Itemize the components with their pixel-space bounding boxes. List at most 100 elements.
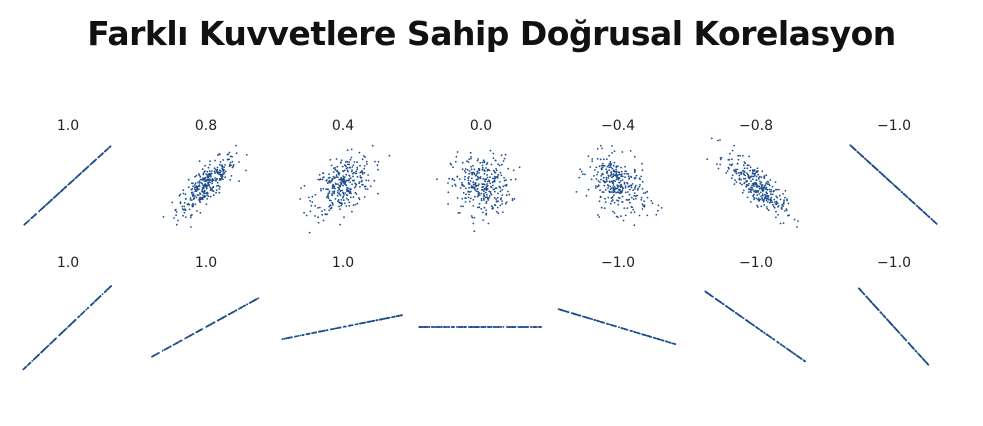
data-point: [634, 186, 636, 189]
data-point: [187, 202, 190, 205]
data-point: [230, 175, 233, 177]
data-point: [322, 219, 325, 222]
data-point: [557, 308, 560, 311]
data-point: [785, 209, 788, 212]
data-point: [468, 200, 471, 203]
data-point: [621, 201, 624, 203]
data-point: [197, 330, 199, 333]
data-point: [765, 206, 768, 208]
data-point: [706, 292, 709, 295]
data-point: [763, 185, 766, 188]
data-point: [607, 184, 610, 187]
data-point: [611, 167, 614, 170]
data-point: [766, 192, 768, 195]
data-point: [720, 158, 722, 161]
data-point: [752, 195, 754, 197]
data-point: [778, 188, 780, 191]
data-point: [761, 193, 764, 196]
data-point: [54, 338, 57, 340]
data-point: [322, 172, 325, 175]
data-point: [209, 195, 212, 198]
data-point: [637, 332, 639, 334]
data-point: [418, 326, 421, 328]
data-point: [353, 186, 356, 189]
data-point: [334, 167, 337, 169]
data-point: [98, 155, 100, 158]
data-point: [299, 334, 302, 337]
data-point: [496, 177, 499, 179]
data-point: [657, 204, 660, 207]
data-point: [476, 172, 479, 175]
data-point: [784, 210, 786, 212]
data-point: [764, 196, 766, 199]
data-point: [40, 208, 43, 211]
data-point: [634, 177, 636, 180]
data-point: [338, 172, 341, 175]
data-point: [480, 198, 483, 200]
data-point: [602, 321, 604, 324]
data-point: [638, 332, 641, 335]
data-point: [228, 313, 231, 315]
data-point: [61, 189, 64, 191]
data-point: [470, 157, 472, 160]
data-point: [289, 336, 292, 339]
data-point: [511, 198, 514, 200]
data-point: [499, 204, 502, 207]
data-point: [762, 194, 764, 197]
data-point: [782, 205, 784, 208]
data-point: [903, 337, 905, 340]
data-point: [179, 201, 182, 204]
data-point: [912, 347, 915, 350]
data-point: [867, 298, 870, 301]
data-point: [185, 197, 187, 200]
data-point: [309, 200, 311, 202]
data-point: [23, 367, 26, 370]
data-point: [609, 160, 612, 163]
data-point: [760, 205, 763, 208]
data-point: [476, 206, 479, 209]
data-point: [735, 172, 738, 175]
data-point: [363, 185, 366, 188]
data-point: [340, 179, 343, 182]
data-point: [199, 329, 202, 332]
data-point: [344, 161, 347, 163]
data-point: [305, 214, 308, 217]
data-point: [621, 175, 624, 178]
data-point: [467, 326, 470, 328]
data-point: [706, 158, 709, 161]
data-point: [485, 178, 488, 181]
data-point: [347, 198, 350, 201]
data-point: [359, 164, 361, 167]
data-point: [927, 363, 930, 366]
data-point: [332, 185, 335, 188]
data-point: [751, 172, 754, 175]
data-point: [339, 326, 342, 329]
data-point: [175, 223, 178, 226]
data-point: [229, 161, 232, 164]
data-point: [491, 207, 494, 210]
scatter-panel-r1-1: 1.0: [23, 118, 112, 226]
data-point: [628, 185, 631, 187]
data-point: [597, 320, 600, 322]
data-point: [471, 216, 474, 219]
data-point: [483, 190, 485, 193]
data-point: [579, 168, 582, 171]
data-point: [455, 326, 458, 328]
data-point: [43, 205, 46, 208]
data-point: [314, 193, 317, 196]
data-point: [638, 214, 641, 217]
data-point: [726, 170, 729, 172]
data-point: [610, 187, 613, 190]
data-point: [770, 193, 772, 196]
data-point: [748, 191, 750, 194]
data-point: [209, 189, 212, 192]
data-point: [29, 362, 31, 364]
data-point: [217, 319, 220, 322]
data-point: [32, 358, 35, 361]
data-point: [311, 332, 314, 334]
data-point: [630, 330, 633, 332]
data-point: [768, 188, 771, 191]
data-point: [309, 210, 312, 213]
data-point: [314, 215, 316, 217]
data-point: [207, 166, 210, 169]
